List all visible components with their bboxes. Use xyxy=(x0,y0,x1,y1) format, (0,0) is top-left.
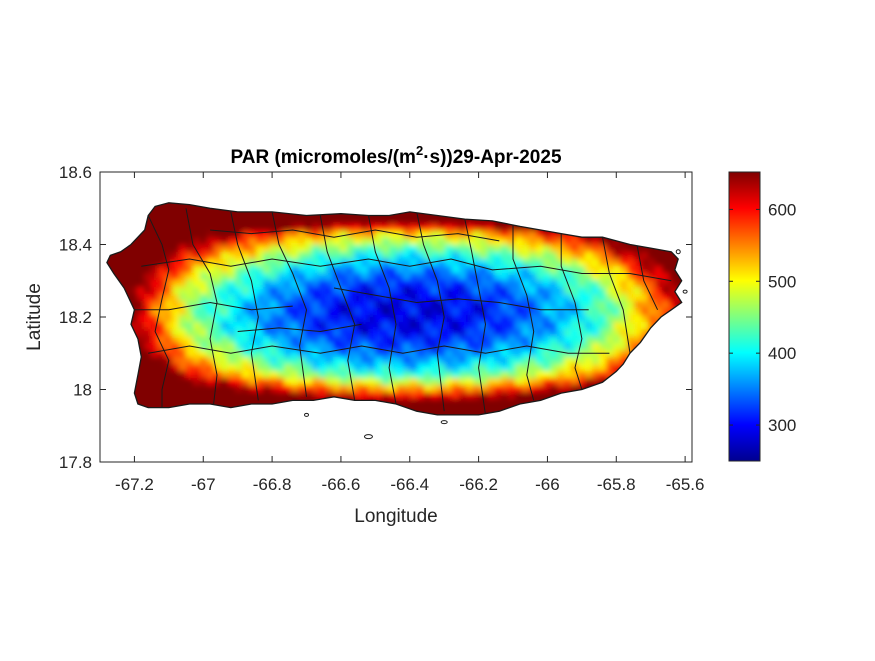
municipality-border xyxy=(148,345,610,354)
y-tick-label: 18 xyxy=(73,381,92,400)
islet xyxy=(675,249,681,255)
x-tick-label: -67.2 xyxy=(115,475,154,494)
x-tick-label: -66.2 xyxy=(459,475,498,494)
x-tick-label: -66 xyxy=(535,475,560,494)
islets xyxy=(304,249,688,440)
y-axis-ticks: 17.8 18 18.2 18.4 18.6 xyxy=(59,163,692,472)
x-tick-label: -67 xyxy=(191,475,216,494)
y-tick-label: 18.6 xyxy=(59,163,92,182)
colorbar xyxy=(728,171,761,462)
colorbar-ticks: 300 400 500 600 xyxy=(729,200,796,435)
municipality-border xyxy=(333,287,589,311)
colorbar-tick-label: 300 xyxy=(768,416,796,435)
municipality-border xyxy=(210,229,500,242)
municipality-border xyxy=(230,211,259,401)
y-tick-label: 17.8 xyxy=(59,453,92,472)
islet xyxy=(363,434,373,440)
municipality-border xyxy=(134,301,293,311)
municipality-border xyxy=(147,215,170,408)
municipality-border xyxy=(512,222,535,401)
municipality-border xyxy=(464,218,487,415)
municipality-border xyxy=(416,211,445,412)
colorbar-tick-label: 400 xyxy=(768,344,796,363)
municipality-border xyxy=(185,208,218,405)
municipality-border xyxy=(368,215,397,405)
colorbar-tick-label: 500 xyxy=(768,272,796,291)
islet xyxy=(304,412,310,417)
municipality-border xyxy=(141,258,672,282)
y-axis-label: Latitude xyxy=(24,283,45,351)
islet xyxy=(682,289,688,294)
colorbar-tick-label: 600 xyxy=(768,200,796,219)
x-axis-label: Longitude xyxy=(354,506,437,527)
y-tick-label: 18.2 xyxy=(59,308,92,327)
municipality-border xyxy=(237,323,362,333)
x-axis-ticks: -67.2 -67 -66.8 -66.6 -66.4 -66.2 -66 -65.8 -65.… xyxy=(115,172,704,494)
x-tick-label: -65.6 xyxy=(666,475,705,494)
islet xyxy=(440,420,448,425)
x-tick-label: -66.8 xyxy=(253,475,292,494)
municipality-borders xyxy=(134,208,672,415)
x-tick-label: -66.4 xyxy=(390,475,429,494)
x-tick-label: -65.8 xyxy=(597,475,636,494)
municipality-border xyxy=(636,244,659,311)
chart-title: PAR (micromoles/(m2·s))29-Apr-2025 xyxy=(230,143,561,168)
municipality-border xyxy=(271,211,308,397)
municipality-border xyxy=(319,215,356,401)
municipality-border xyxy=(560,233,583,390)
municipality-border xyxy=(602,237,631,354)
y-tick-label: 18.4 xyxy=(59,236,92,255)
x-tick-label: -66.6 xyxy=(322,475,361,494)
